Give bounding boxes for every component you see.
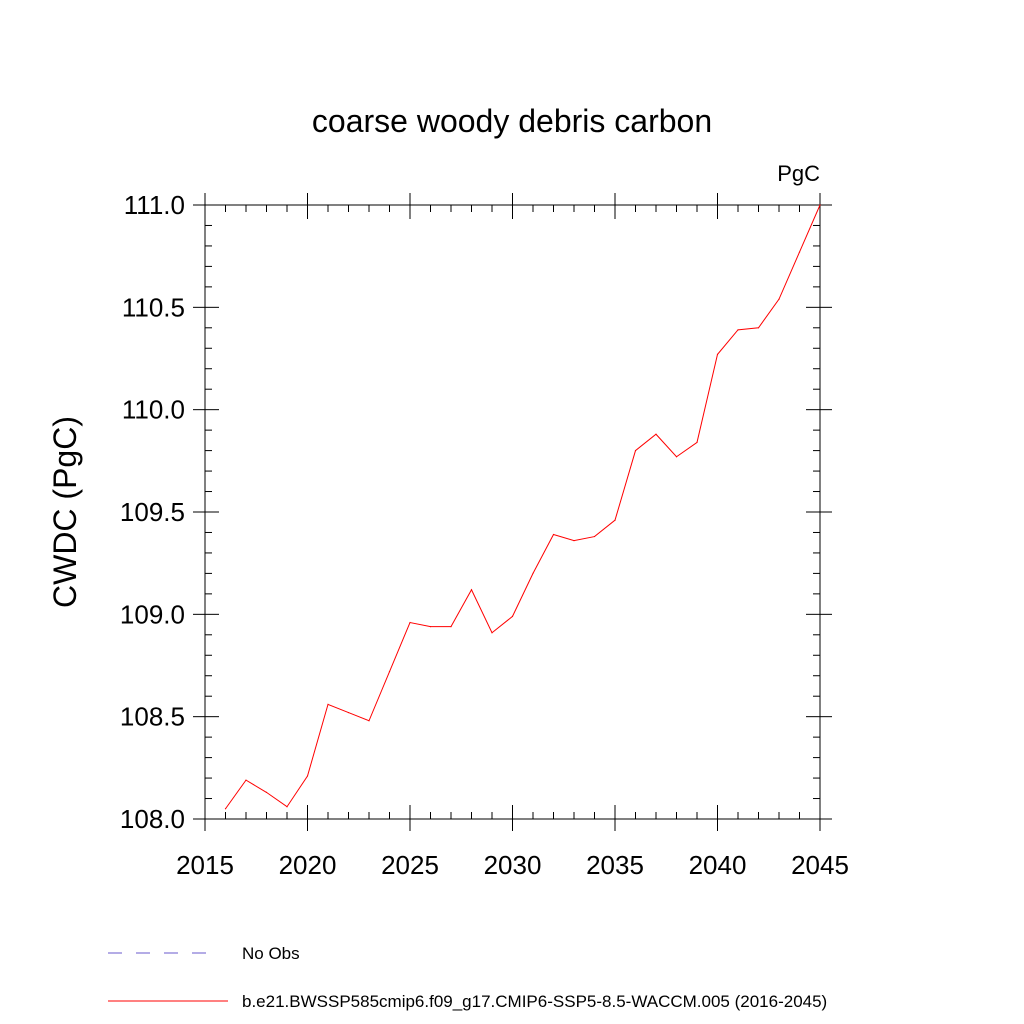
data-point <box>757 327 760 329</box>
x-tick-label: 2035 <box>586 850 644 880</box>
y-tick-label: 111.0 <box>124 190 185 220</box>
x-tick-label: 2045 <box>791 850 849 880</box>
data-point <box>388 671 391 673</box>
data-point <box>614 519 616 521</box>
data-point <box>286 806 288 808</box>
data-point <box>429 626 432 628</box>
y-tick-label: 110.0 <box>122 395 185 425</box>
series-line <box>225 204 821 810</box>
data-point <box>327 703 329 705</box>
data-point <box>409 621 411 624</box>
x-tick-label: 2030 <box>484 850 542 880</box>
x-tick-label: 2040 <box>689 850 747 880</box>
data-point <box>819 204 821 206</box>
data-point <box>593 535 596 538</box>
chart-title: coarse woody debris carbon <box>312 103 712 139</box>
y-tick-label: 108.0 <box>120 804 185 834</box>
data-point <box>532 572 534 575</box>
x-tick-label: 2020 <box>279 850 337 880</box>
data-point <box>552 533 555 536</box>
plot-frame <box>204 204 821 820</box>
data-point <box>778 298 780 300</box>
data-point <box>245 779 247 781</box>
data-point <box>798 251 801 253</box>
data-point <box>737 329 739 331</box>
x-tick-label: 2015 <box>176 850 234 880</box>
y-axis-label: CWDC (PgC) <box>47 416 83 608</box>
x-tick-label: 2025 <box>381 850 439 880</box>
data-point <box>511 615 514 617</box>
data-point <box>634 450 637 452</box>
series-layer <box>224 204 821 810</box>
data-point <box>470 589 473 591</box>
legend-label-model: b.e21.BWSSP585cmip6.f09_g17.CMIP6-SSP5-8… <box>242 992 827 1011</box>
data-point <box>306 775 309 777</box>
y-tick-label: 109.0 <box>120 599 185 629</box>
data-point <box>265 791 268 793</box>
y-tick-label: 108.5 <box>120 702 185 732</box>
units-label: PgC <box>777 161 820 186</box>
data-point <box>224 808 227 810</box>
axis-ticks <box>193 193 832 831</box>
data-point <box>675 456 678 458</box>
legend-label-no-obs: No Obs <box>242 944 300 963</box>
data-point <box>368 720 370 722</box>
data-point <box>655 433 657 435</box>
data-point <box>347 711 350 714</box>
data-point <box>450 626 452 628</box>
data-point <box>573 540 575 542</box>
data-point <box>696 441 698 444</box>
y-tick-label: 109.5 <box>120 497 185 527</box>
tick-labels: 2015 2020 2025 2030 2035 2040 2045 108.0 108.5 10… <box>120 190 849 880</box>
y-tick-label: 110.5 <box>122 292 185 322</box>
data-point <box>491 632 493 634</box>
data-point <box>716 353 719 356</box>
legend: No Obs b.e21.BWSSP585cmip6.f09_g17.CMIP6… <box>108 944 827 1011</box>
